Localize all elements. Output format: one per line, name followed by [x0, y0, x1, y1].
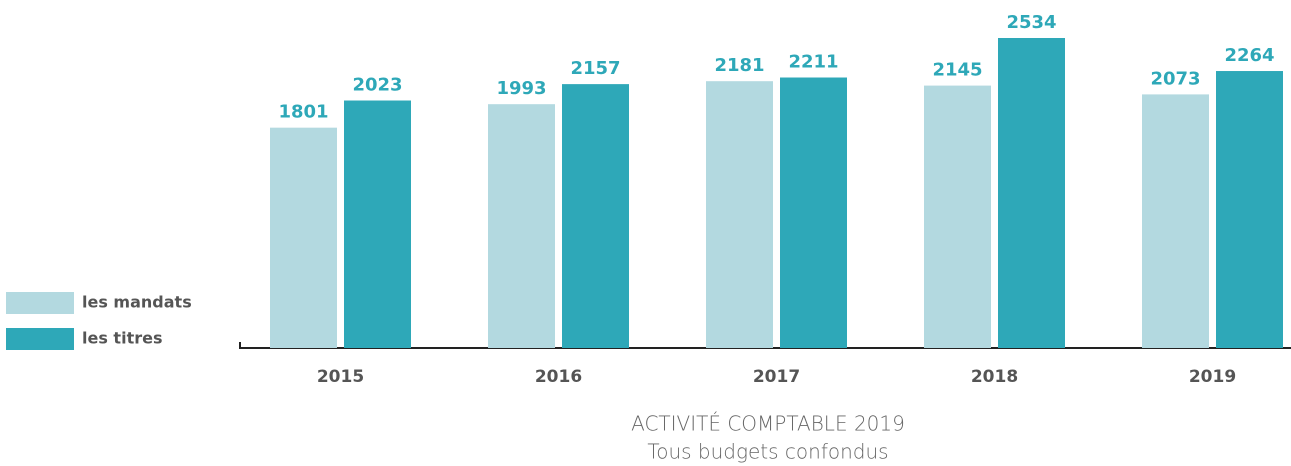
- value-label: 1801: [278, 102, 328, 123]
- bar: [1142, 94, 1209, 348]
- value-label: 2145: [932, 60, 982, 81]
- bar: [706, 81, 773, 348]
- legend-swatch: [6, 292, 74, 314]
- value-label: 2023: [352, 75, 402, 96]
- value-label: 2264: [1224, 45, 1274, 66]
- value-label: 2211: [788, 52, 838, 73]
- legend-swatch: [6, 328, 74, 350]
- x-tick-label: 2018: [971, 367, 1018, 387]
- value-label: 2534: [1006, 12, 1056, 33]
- bar: [998, 38, 1065, 348]
- bar: [780, 77, 847, 349]
- value-label: 2157: [570, 58, 620, 79]
- value-label: 1993: [496, 78, 546, 99]
- chart-subtitle: Tous budgets confondus: [647, 440, 888, 464]
- chart-title: ACTIVITÉ COMPTABLE 2019: [631, 412, 905, 436]
- x-tick-label: 2017: [753, 367, 800, 387]
- legend-label: les mandats: [82, 293, 192, 312]
- x-tick-label: 2016: [535, 367, 582, 387]
- bar: [924, 85, 991, 348]
- value-label: 2181: [714, 55, 764, 76]
- legend-label: les titres: [82, 329, 162, 348]
- value-label: 2073: [1150, 68, 1200, 89]
- bar: [270, 127, 337, 348]
- bar: [562, 84, 629, 348]
- x-tick-label: 2015: [317, 367, 364, 387]
- bar: [1216, 71, 1283, 348]
- bar: [488, 104, 555, 348]
- x-tick-label: 2019: [1189, 367, 1236, 387]
- bar: [344, 100, 411, 348]
